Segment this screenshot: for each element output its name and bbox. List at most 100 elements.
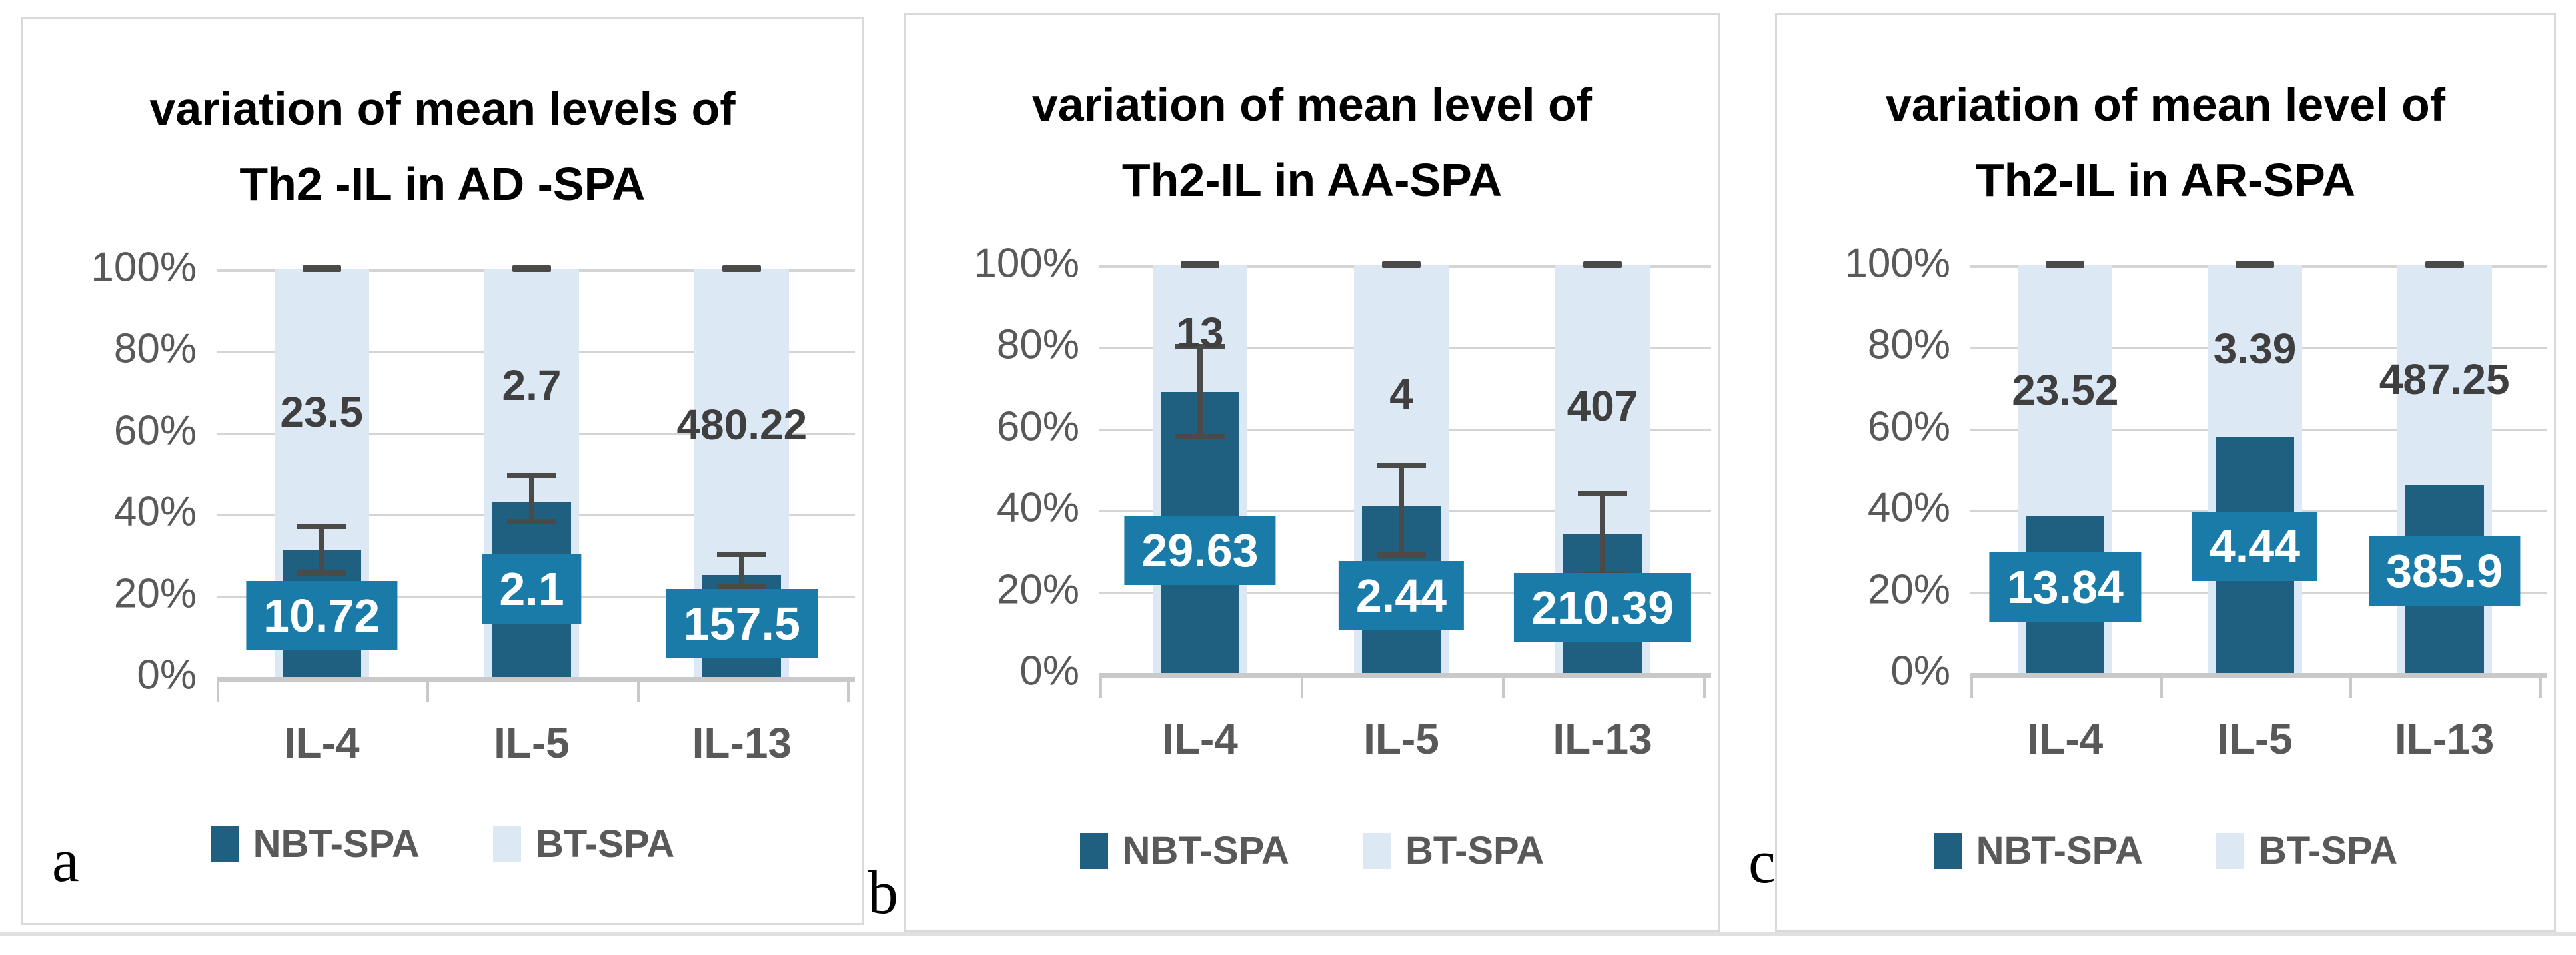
data-label-bt-spa: 23.52	[2012, 365, 2119, 414]
y-axis-tick-label: 20%	[996, 566, 1079, 613]
error-bar-cap-bottom	[1175, 434, 1225, 440]
legend-entry-nbt: NBT-SPA	[1933, 828, 2143, 873]
chart-title-line: Th2 -IL in AD -SPA	[239, 158, 646, 211]
chart-title: variation of mean level of Th2-IL in AA-S…	[906, 67, 1718, 219]
data-label-nbt-spa: 2.44	[1338, 560, 1465, 630]
legend-swatch-nbt-icon	[1933, 832, 1962, 869]
y-axis-tick-label: 80%	[113, 326, 197, 373]
y-axis-tick-label: 100%	[1844, 240, 1950, 287]
y-axis-tick-label: 20%	[113, 570, 197, 617]
chart-title-line: Th2-IL in AA-SPA	[1121, 154, 1503, 207]
error-bar-cap-100	[1382, 261, 1421, 268]
y-axis-tick-label: 20%	[1867, 566, 1950, 613]
error-bar-cap-100	[2046, 261, 2085, 268]
y-axis-tick-label: 40%	[996, 484, 1079, 531]
data-label-bt-spa: 13	[1176, 308, 1224, 357]
y-axis-tick-label: 0%	[1890, 648, 1950, 694]
x-axis-category-label: IL-5	[1363, 715, 1439, 763]
x-axis-line	[1099, 673, 1711, 678]
legend-entry-bt: BT-SPA	[2216, 828, 2397, 873]
data-label-bt-spa: 23.5	[280, 388, 363, 437]
y-axis-tick-label: 80%	[996, 322, 1079, 369]
chart-title: variation of mean level of Th2-IL in AR-S…	[1777, 67, 2554, 219]
legend-label: BT-SPA	[2258, 829, 2398, 872]
x-axis-tick	[2160, 678, 2163, 698]
x-axis-category-label: IL-4	[2027, 715, 2104, 763]
data-label-nbt-spa: 385.9	[2369, 536, 2521, 606]
data-label-nbt-spa: 2.1	[482, 554, 582, 624]
legend-label: BT-SPA	[535, 822, 675, 866]
chart-title-line: variation of mean levels of	[149, 83, 736, 135]
x-axis-tick	[426, 682, 430, 702]
data-label-bt-spa: 487.25	[2379, 355, 2510, 404]
x-axis-tick	[1502, 678, 1505, 698]
legend: NBT-SPA BT-SPA	[23, 822, 862, 866]
error-bar-cap-top	[1175, 344, 1225, 350]
legend: NBT-SPA BT-SPA	[1777, 828, 2554, 873]
x-axis-category-label: IL-13	[1553, 715, 1652, 763]
chart-title-line: Th2-IL in AR-SPA	[1975, 154, 2356, 207]
x-axis-line	[1970, 673, 2547, 678]
error-bar-cap-100	[722, 265, 762, 272]
chart-title-line: variation of mean level of	[1885, 79, 2446, 131]
chart-panel-b: variation of mean level of Th2-IL in AA-S…	[904, 13, 1720, 932]
error-bar-cap-bottom	[1377, 552, 1426, 558]
legend-label: NBT-SPA	[253, 822, 420, 866]
data-label-nbt-spa: 4.44	[2192, 512, 2318, 582]
error-bar-cap-100	[2236, 261, 2274, 268]
x-axis-tick	[636, 682, 640, 702]
x-axis-tick	[1099, 678, 1102, 698]
legend-label: NBT-SPA	[1976, 829, 2143, 872]
data-label-bt-spa: 2.7	[502, 361, 562, 410]
data-label-nbt-spa: 210.39	[1513, 573, 1692, 643]
y-axis-tick-label: 60%	[113, 407, 197, 454]
x-axis-category-label: IL-4	[283, 719, 360, 767]
error-bar-cap-bottom	[717, 584, 767, 590]
x-axis-tick	[2349, 678, 2353, 698]
error-bar-cap-top	[297, 523, 346, 529]
error-bar-cap-100	[2425, 261, 2464, 268]
chart-title: variation of mean levels of Th2 -IL in AD…	[23, 71, 862, 223]
data-label-nbt-spa: 10.72	[246, 581, 398, 651]
y-axis-tick-label: 100%	[973, 240, 1079, 287]
legend-swatch-nbt-icon	[1079, 832, 1108, 869]
figure-bottom-rule	[0, 932, 2576, 936]
x-axis-tick	[1301, 678, 1303, 698]
legend-swatch-bt-icon	[2216, 832, 2244, 869]
legend-label: NBT-SPA	[1122, 829, 1289, 872]
error-bar-cap-top	[507, 473, 556, 478]
error-bar-cap-bottom	[297, 570, 346, 576]
y-axis-tick-label: 100%	[91, 244, 197, 291]
error-bar-cap-top	[1377, 462, 1426, 468]
error-bar-cap-bottom	[507, 519, 556, 525]
x-axis-tick	[847, 682, 850, 702]
data-label-bt-spa: 3.39	[2213, 325, 2297, 373]
panel-letter-b: b	[868, 858, 898, 926]
error-bar-cap-100	[1181, 261, 1219, 268]
x-axis-line	[217, 677, 855, 682]
y-axis-tick-label: 0%	[137, 652, 197, 698]
y-axis-tick-label: 60%	[1867, 403, 1950, 450]
x-axis-tick	[217, 682, 219, 702]
legend-swatch-bt-icon	[492, 826, 521, 862]
error-bar-line	[1399, 465, 1404, 555]
panel-letter-a: a	[52, 826, 79, 894]
x-axis-category-label: IL-13	[2394, 715, 2495, 763]
error-bar-line	[529, 475, 534, 522]
legend-swatch-nbt-icon	[210, 826, 239, 862]
error-bar-cap-top	[717, 552, 767, 558]
error-bar-cap-top	[1578, 490, 1627, 496]
x-axis-tick	[1703, 678, 1706, 698]
x-axis-category-label: IL-5	[2217, 715, 2293, 763]
x-axis-category-label: IL-4	[1162, 715, 1238, 763]
data-label-nbt-spa: 157.5	[666, 589, 818, 659]
data-label-bt-spa: 480.22	[676, 400, 808, 449]
chart-panel-c: variation of mean level of Th2-IL in AR-S…	[1775, 13, 2556, 932]
data-label-bt-spa: 4	[1389, 369, 1413, 418]
error-bar-line	[319, 526, 324, 573]
error-bar-line	[739, 554, 745, 588]
error-bar-line	[1600, 493, 1605, 576]
legend-entry-nbt: NBT-SPA	[1079, 828, 1289, 873]
legend-label: BT-SPA	[1405, 829, 1545, 872]
x-axis-category-label: IL-5	[494, 719, 570, 767]
